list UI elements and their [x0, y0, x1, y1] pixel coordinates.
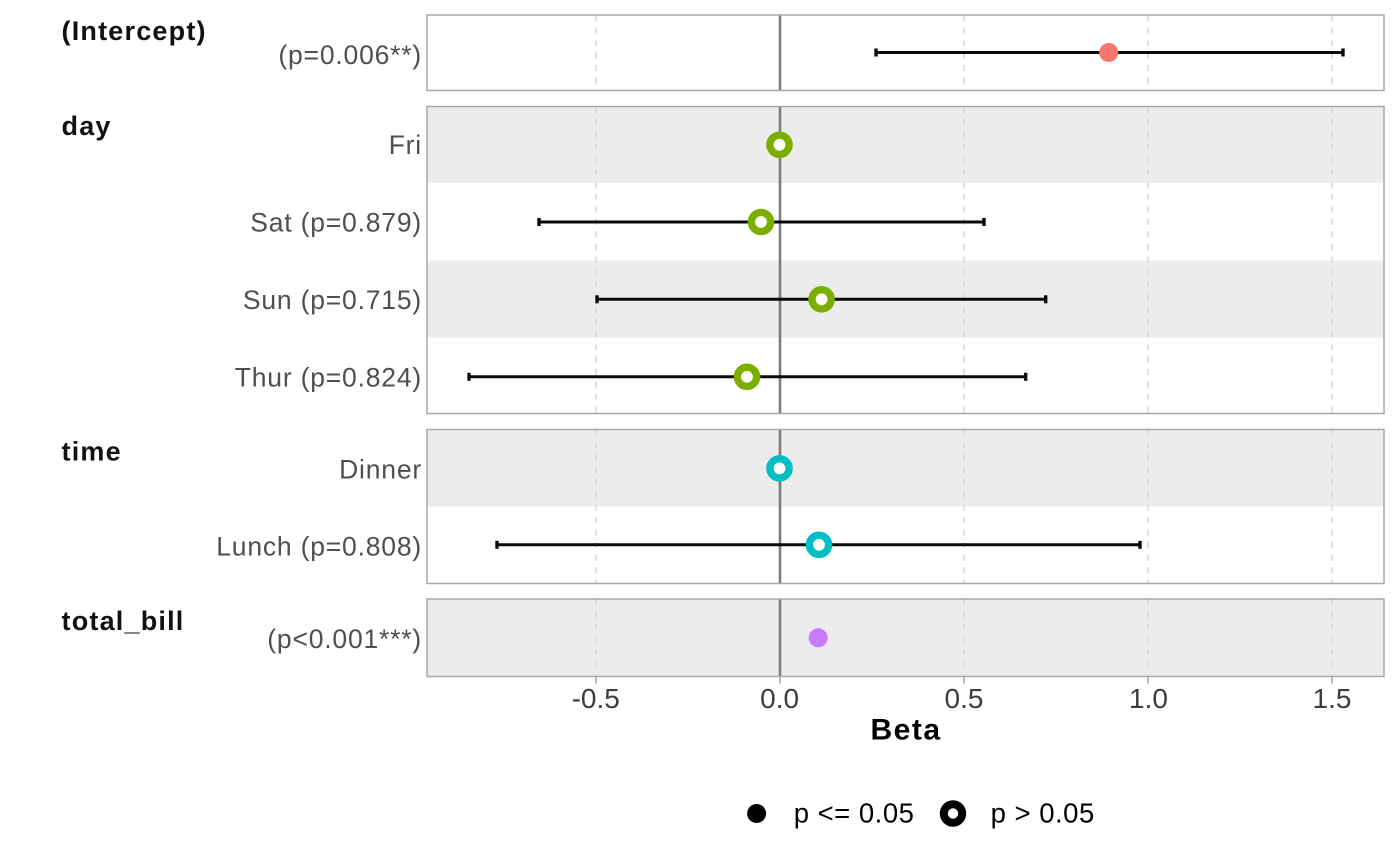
svg-text:day: day: [62, 111, 112, 141]
svg-text:Fri: Fri: [389, 130, 422, 160]
svg-text:(Intercept): (Intercept): [62, 16, 207, 46]
svg-text:1.0: 1.0: [1129, 683, 1168, 714]
svg-text:Beta: Beta: [870, 714, 941, 747]
svg-text:Sat (p=0.879): Sat (p=0.879): [250, 208, 422, 238]
svg-text:0.5: 0.5: [945, 683, 984, 714]
svg-text:Thur (p=0.824): Thur (p=0.824): [235, 362, 422, 392]
svg-text:p > 0.05: p > 0.05: [991, 798, 1095, 829]
svg-text:1.5: 1.5: [1313, 683, 1352, 714]
svg-text:p <= 0.05: p <= 0.05: [794, 798, 915, 829]
svg-text:(p=0.006**): (p=0.006**): [278, 40, 422, 70]
svg-text:-0.5: -0.5: [572, 683, 620, 714]
svg-text:Dinner: Dinner: [339, 455, 422, 485]
svg-text:total_bill: total_bill: [62, 606, 185, 636]
svg-text:(p<0.001***): (p<0.001***): [267, 624, 422, 654]
svg-text:Lunch (p=0.808): Lunch (p=0.808): [216, 532, 422, 562]
svg-text:Sun (p=0.715): Sun (p=0.715): [243, 285, 422, 315]
svg-text:0.0: 0.0: [760, 683, 799, 714]
svg-text:time: time: [62, 437, 122, 467]
